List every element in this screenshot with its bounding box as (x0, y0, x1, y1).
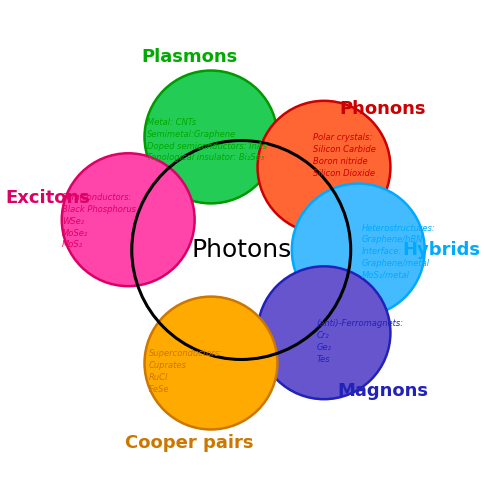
Circle shape (257, 266, 390, 399)
Circle shape (291, 184, 424, 316)
Text: Plasmons: Plasmons (141, 48, 237, 66)
Circle shape (144, 70, 277, 204)
Text: Polar crystals:
Silicon Carbide
Boron nitride
Silicon Dioxide: Polar crystals: Silicon Carbide Boron ni… (312, 134, 375, 178)
Circle shape (257, 101, 390, 234)
Text: Metal: CNTs
Semimetal:Graphene
Doped semiconductors: InAs
Topological insulator:: Metal: CNTs Semimetal:Graphene Doped sem… (147, 118, 266, 162)
Text: Photons: Photons (191, 238, 291, 262)
Text: Phonons: Phonons (339, 100, 425, 117)
Text: Superconductors:
Cuprates
RuCl
FeSe: Superconductors: Cuprates RuCl FeSe (149, 350, 223, 394)
Text: Excitons: Excitons (5, 189, 90, 207)
Text: Cooper pairs: Cooper pairs (125, 434, 253, 452)
Text: Semiconductors:
Black Phosphorus
WSe₂
MoSe₂
MoS₂: Semiconductors: Black Phosphorus WSe₂ Mo… (61, 194, 136, 250)
Text: Magnons: Magnons (336, 382, 427, 400)
Circle shape (61, 154, 194, 286)
Text: (anti)-Ferromagnets:
Cr₂
Ge₂
Tes: (anti)-Ferromagnets: Cr₂ Ge₂ Tes (316, 319, 403, 364)
Text: Hybrids: Hybrids (402, 241, 479, 259)
Text: Heterostructures:
Graphene/hBN
Interface:
Graphene/metal
MoS₂/metal: Heterostructures: Graphene/hBN Interface… (361, 224, 435, 280)
Circle shape (144, 296, 277, 430)
